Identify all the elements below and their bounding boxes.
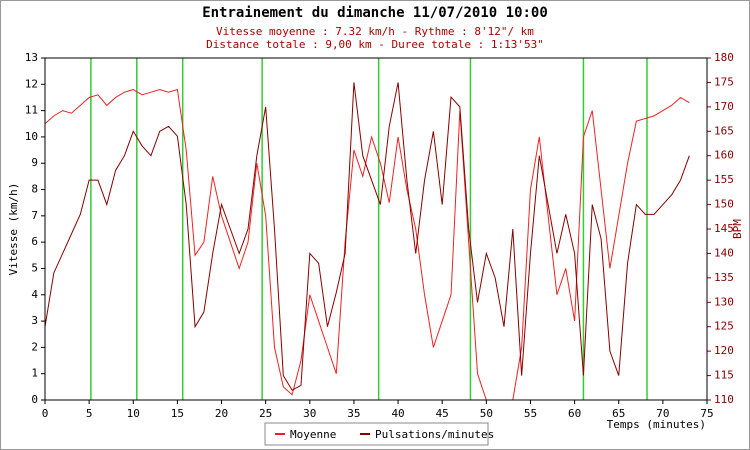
y2-tick-label: 120	[714, 344, 734, 357]
legend-label: Moyenne	[290, 428, 336, 441]
y-tick-label: 3	[31, 314, 38, 327]
y2-tick-label: 130	[714, 295, 734, 308]
y-tick-label: 7	[31, 209, 38, 222]
y-tick-label: 4	[31, 288, 38, 301]
plot-frame	[44, 57, 708, 401]
y2-tick-label: 140	[714, 246, 734, 259]
y2-tick-label: 145	[714, 222, 734, 235]
x-tick-label: 35	[347, 407, 360, 420]
x-tick-label: 60	[568, 407, 581, 420]
y2-axis-label: BPM	[731, 219, 744, 239]
y-tick-label: 13	[25, 51, 38, 64]
x-tick-label: 45	[436, 407, 449, 420]
x-tick-label: 30	[303, 407, 316, 420]
y-tick-label: 6	[31, 235, 38, 248]
x-axis-label: Temps (minutes)	[607, 418, 706, 431]
x-tick-label: 20	[215, 407, 228, 420]
x-tick-label: 50	[480, 407, 493, 420]
x-tick-label: 15	[171, 407, 184, 420]
y2-tick-label: 160	[714, 149, 734, 162]
y-tick-label: 8	[31, 183, 38, 196]
y2-tick-label: 150	[714, 198, 734, 211]
y-tick-label: 10	[25, 130, 38, 143]
y-tick-label: 0	[31, 393, 38, 406]
subtitle: Distance totale : 9,00 km - Duree totale…	[206, 38, 544, 51]
x-tick-label: 75	[700, 407, 713, 420]
x-tick-label: 5	[86, 407, 93, 420]
legend	[264, 422, 489, 446]
y-tick-label: 12	[25, 77, 38, 90]
subtitle: Vitesse moyenne : 7.32 km/h - Rythme : 8…	[216, 25, 534, 38]
y2-tick-label: 125	[714, 320, 734, 333]
y2-tick-label: 155	[714, 173, 734, 186]
y-axis-label: Vitesse (km/h)	[7, 183, 20, 276]
y2-tick-label: 180	[714, 51, 734, 64]
x-tick-label: 55	[524, 407, 537, 420]
y-tick-label: 11	[25, 104, 38, 117]
x-tick-label: 40	[391, 407, 404, 420]
y-tick-label: 1	[31, 367, 38, 380]
x-tick-label: 25	[259, 407, 272, 420]
x-tick-label: 10	[127, 407, 140, 420]
chart-title: Entrainement du dimanche 11/07/2010 10:0…	[202, 5, 548, 21]
y2-tick-label: 165	[714, 124, 734, 137]
y2-tick-label: 135	[714, 271, 734, 284]
data-line	[44, 88, 690, 401]
x-tick-label: 0	[42, 407, 49, 420]
y2-tick-label: 110	[714, 393, 734, 406]
y-tick-label: 5	[31, 261, 38, 274]
x-tick-label: 65	[612, 407, 625, 420]
y2-tick-label: 175	[714, 75, 734, 88]
data-line	[44, 82, 690, 391]
plot-area	[45, 58, 707, 400]
y-tick-label: 9	[31, 156, 38, 169]
legend-label: Pulsations/minutes	[375, 428, 494, 441]
y-tick-label: 2	[31, 340, 38, 353]
y2-tick-label: 170	[714, 100, 734, 113]
x-tick-label: 70	[656, 407, 669, 420]
y2-tick-label: 115	[714, 369, 734, 382]
